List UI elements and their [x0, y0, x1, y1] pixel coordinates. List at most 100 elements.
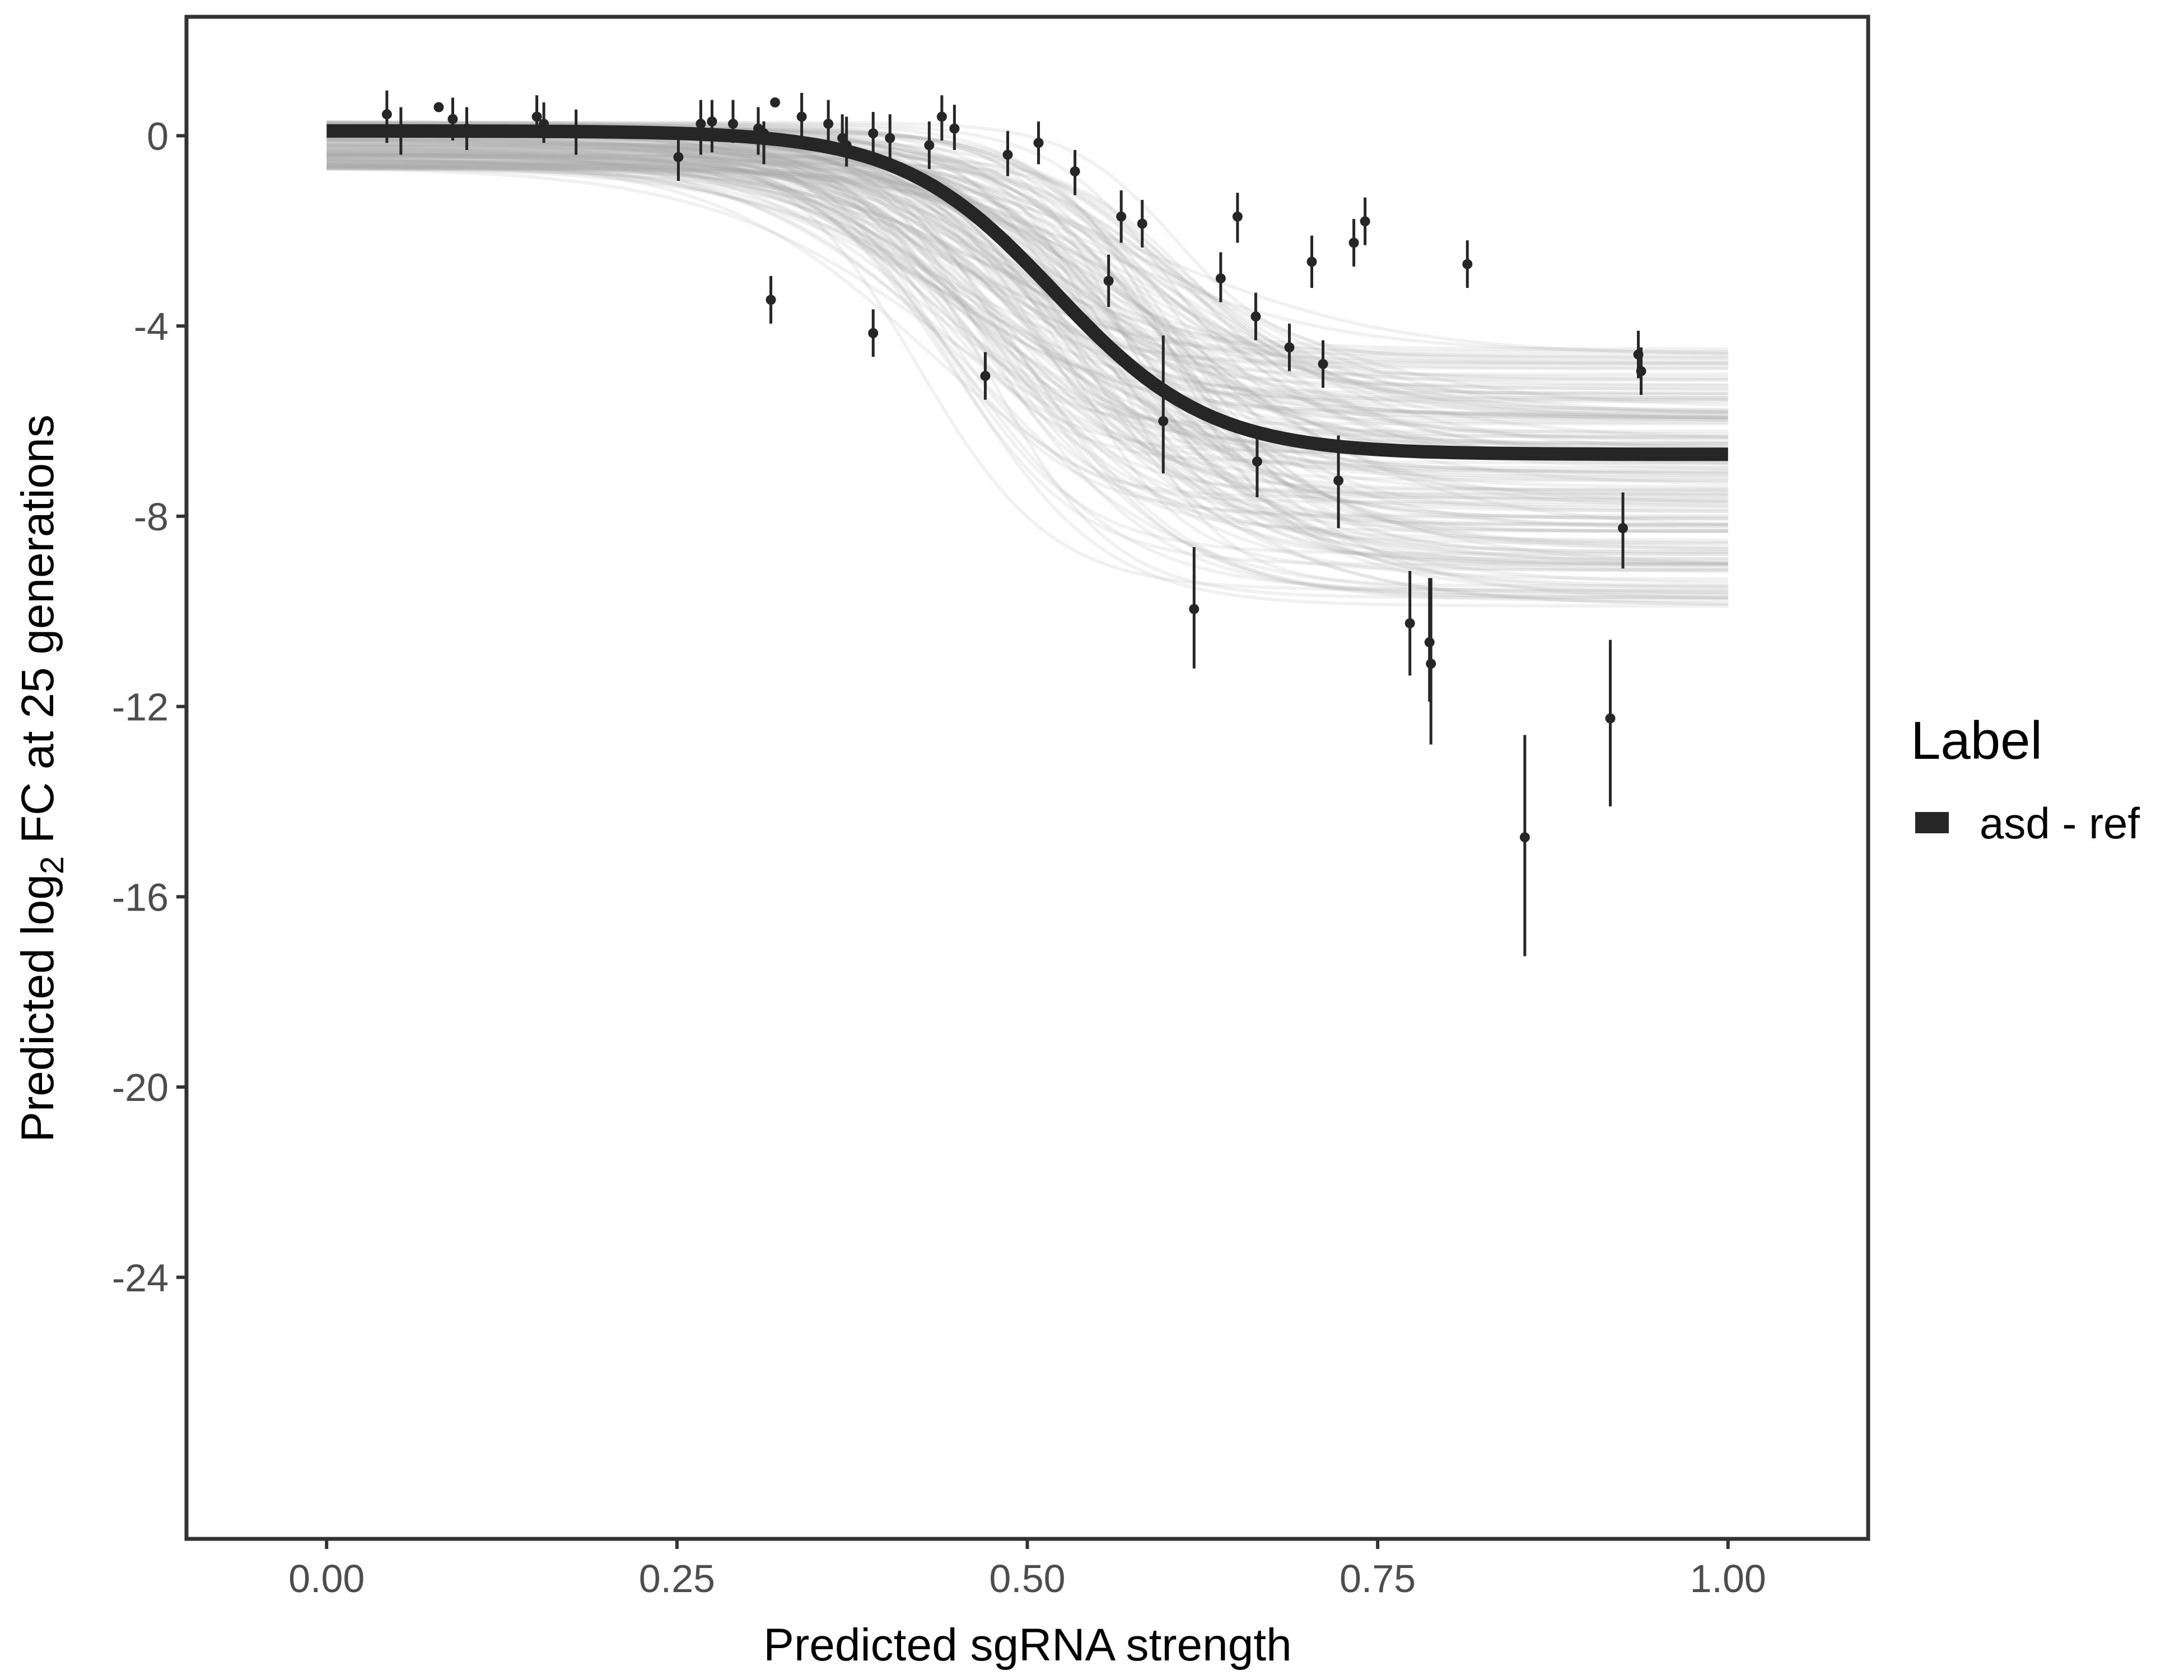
- data-point: [924, 121, 935, 169]
- point-marker: [1284, 342, 1295, 353]
- data-point: [868, 309, 879, 357]
- posterior-draw-line: [326, 153, 1728, 530]
- posterior-draw-line: [326, 166, 1728, 508]
- x-axis-title: Predicted sgRNA strength: [763, 1620, 1291, 1670]
- posterior-draws: [326, 120, 1728, 608]
- point-marker: [1232, 211, 1243, 222]
- posterior-draw-line: [326, 162, 1728, 571]
- data-points: [381, 90, 1646, 956]
- posterior-draw-line: [326, 161, 1728, 491]
- data-point: [823, 100, 834, 146]
- point-marker: [433, 102, 444, 113]
- point-marker: [1426, 659, 1436, 669]
- posterior-draw-line: [326, 142, 1728, 426]
- point-marker: [1033, 138, 1044, 148]
- point-marker: [1252, 456, 1262, 467]
- posterior-draw-line: [326, 162, 1728, 526]
- data-point: [936, 95, 947, 141]
- posterior-draw-line: [326, 120, 1728, 360]
- posterior-draw-line: [326, 138, 1728, 566]
- y-tick-label: -20: [112, 1066, 169, 1109]
- data-point: [696, 100, 706, 155]
- point-marker: [1360, 216, 1370, 227]
- posterior-draw-line: [326, 167, 1728, 420]
- posterior-draw-line: [326, 153, 1728, 356]
- posterior-draw-line: [326, 143, 1728, 573]
- y-axis-title-subscript: 2: [34, 856, 71, 874]
- point-marker: [696, 119, 706, 129]
- point-marker: [924, 140, 935, 151]
- data-point: [1348, 218, 1359, 267]
- posterior-draw-line: [326, 157, 1728, 542]
- data-point: [1519, 735, 1530, 956]
- posterior-draw-line: [326, 138, 1728, 464]
- point-marker: [949, 123, 960, 134]
- legend-key-asd-ref: [1915, 812, 1949, 833]
- y-axis-title: Predicted log2 FC at 25 generations: [12, 414, 71, 1142]
- data-point: [1137, 200, 1147, 248]
- posterior-draw-line: [326, 157, 1728, 397]
- posterior-draw-line: [326, 148, 1728, 439]
- posterior-draw-line: [326, 153, 1728, 370]
- point-marker: [1462, 259, 1473, 269]
- y-tick-label: -8: [134, 495, 169, 539]
- posterior-draw-line: [326, 151, 1728, 500]
- point-marker: [381, 109, 392, 120]
- posterior-draw-line: [326, 162, 1728, 445]
- data-point: [1103, 254, 1114, 307]
- posterior-draw-line: [326, 120, 1728, 455]
- posterior-draw-line: [326, 152, 1728, 419]
- point-marker: [796, 111, 807, 122]
- posterior-draw-line: [326, 143, 1728, 414]
- fit-curve-layer: [326, 124, 1728, 461]
- posterior-draw-line: [326, 155, 1728, 357]
- point-marker: [980, 371, 991, 381]
- point-marker: [868, 128, 879, 139]
- point-marker: [727, 119, 738, 129]
- data-point: [531, 95, 542, 138]
- data-point: [727, 100, 738, 143]
- posterior-draw-line: [326, 166, 1728, 360]
- posterior-draw-line: [326, 164, 1728, 596]
- posterior-draw-line: [326, 122, 1728, 382]
- posterior-draw-line: [326, 159, 1728, 501]
- point-marker: [531, 111, 542, 122]
- posterior-draw-line: [326, 154, 1728, 402]
- data-point: [766, 276, 776, 324]
- data-point: [1002, 130, 1013, 176]
- posterior-draw-line: [326, 136, 1728, 593]
- posterior-draw-line: [326, 137, 1728, 504]
- data-point: [980, 352, 991, 400]
- posterior-draw-line: [326, 146, 1728, 424]
- x-tick-label: 0.75: [1340, 1557, 1416, 1600]
- data-point: [1284, 323, 1295, 371]
- data-point: [433, 102, 444, 113]
- posterior-draw-line: [326, 155, 1728, 401]
- posterior-draw-line: [326, 153, 1728, 567]
- legend: Label asd - ref: [1911, 711, 2140, 848]
- posterior-draw-line: [326, 158, 1728, 606]
- posterior-draw-line: [326, 154, 1728, 513]
- y-tick-label: -12: [112, 685, 169, 729]
- point-marker: [1618, 523, 1628, 534]
- data-point: [1333, 435, 1344, 529]
- posterior-draw-line: [326, 162, 1728, 528]
- posterior-draw-line: [326, 164, 1728, 412]
- point-marker: [1318, 359, 1328, 370]
- point-marker: [1189, 604, 1200, 614]
- data-point: [447, 97, 458, 141]
- point-marker: [1424, 637, 1435, 647]
- data-point: [770, 97, 781, 108]
- data-point: [1250, 292, 1261, 340]
- point-marker: [707, 116, 717, 127]
- point-marker: [1002, 150, 1013, 160]
- posterior-draw-line: [326, 139, 1728, 433]
- point-marker: [885, 133, 895, 143]
- point-marker: [447, 114, 458, 124]
- point-marker: [1519, 832, 1530, 843]
- x-tick-label: 0.00: [288, 1557, 365, 1600]
- posterior-draw-line: [326, 136, 1728, 533]
- posterior-draw-line: [326, 162, 1728, 595]
- posterior-draw-line: [326, 152, 1728, 497]
- data-point: [1360, 197, 1370, 245]
